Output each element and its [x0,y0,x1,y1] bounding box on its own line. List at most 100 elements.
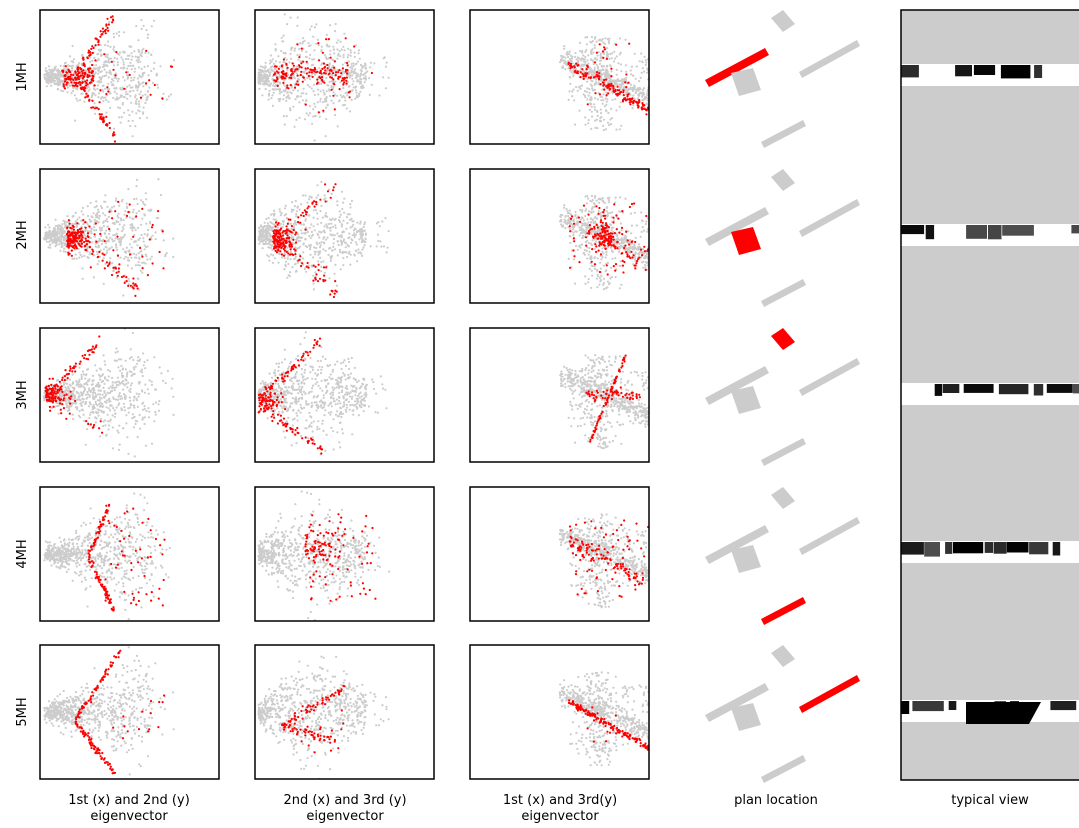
gray-point [271,244,274,247]
gray-point [618,264,621,267]
red-point [294,68,297,71]
gray-point [297,58,300,61]
red-point [86,73,89,76]
gray-point [117,212,120,215]
gray-point [112,270,115,273]
red-point [80,238,83,241]
gray-point [605,51,609,54]
gray-point [316,217,319,220]
gray-point [578,234,581,237]
red-point [84,221,87,224]
red-point [111,15,114,18]
gray-point [96,253,99,256]
gray-point [138,74,141,77]
gray-point [154,238,157,241]
gray-point [76,218,79,221]
gray-point [283,257,286,260]
gray-point [629,212,633,215]
gray-point [323,231,326,234]
gray-point [629,69,632,72]
gray-point [72,215,75,218]
red-point [101,27,104,30]
gray-point [283,56,286,59]
gray-point [359,220,362,223]
red-point [103,253,106,256]
gray-point [326,236,329,239]
red-point [74,238,77,242]
gray-point [138,264,141,267]
gray-point [290,86,293,89]
gray-point [615,68,618,71]
gray-point [50,233,53,236]
gray-point [113,205,116,208]
red-point [108,126,111,130]
gray-point [142,237,145,240]
gray-point [354,71,357,74]
gray-point [324,98,327,101]
scatter-panel-r2-c2 [254,168,435,304]
gray-point [131,86,134,89]
gray-point [584,36,587,39]
gray-point [339,268,342,271]
gray-point [50,75,54,78]
gray-point [130,68,133,71]
gray-point [339,94,342,97]
gray-point [643,229,646,232]
gray-point [357,52,360,55]
gray-point [305,270,308,273]
gray-point [165,252,168,255]
red-point [112,249,115,252]
gray-point [342,45,345,48]
gray-point [604,287,608,290]
gray-point [581,236,585,239]
gray-point [588,108,591,111]
red-point [122,275,125,278]
panel-frame [39,9,220,145]
gray-point [294,199,297,203]
gray-point [348,85,351,88]
gray-point [340,48,343,51]
gray-point [302,223,305,226]
gray-point [142,261,145,264]
gray-point [155,74,158,77]
red-point [74,78,77,81]
gray-point [55,242,58,245]
gray-point [56,72,60,75]
red-point [95,240,98,243]
gray-point [97,58,100,61]
red-point [624,98,627,101]
gray-point [587,253,590,256]
gray-point [90,227,93,231]
red-point [84,72,87,75]
gray-point [301,42,304,45]
gray-point [95,250,98,253]
gray-point [284,52,287,55]
gray-point [61,232,65,235]
gray-point [267,255,270,258]
gray-point [646,261,649,265]
gray-point [599,108,602,111]
gray-point [334,263,337,266]
gray-point [111,240,114,243]
gray-point [345,251,348,254]
gray-point [266,230,269,233]
gray-point [382,245,386,248]
gray-point [153,61,156,64]
gray-point [347,53,350,57]
gray-point [47,82,50,85]
gray-point [91,94,94,97]
gray-point [638,243,641,246]
gray-point [323,229,326,232]
gray-point [132,89,135,92]
gray-point [107,100,110,103]
gray-point [645,61,648,64]
red-point [297,259,300,262]
gray-point [294,270,297,273]
red-point [279,239,282,242]
red-point [129,284,132,287]
gray-point [71,44,74,48]
red-point [116,235,119,238]
gray-point [333,248,337,251]
red-point [79,67,82,70]
gray-point [270,227,273,230]
